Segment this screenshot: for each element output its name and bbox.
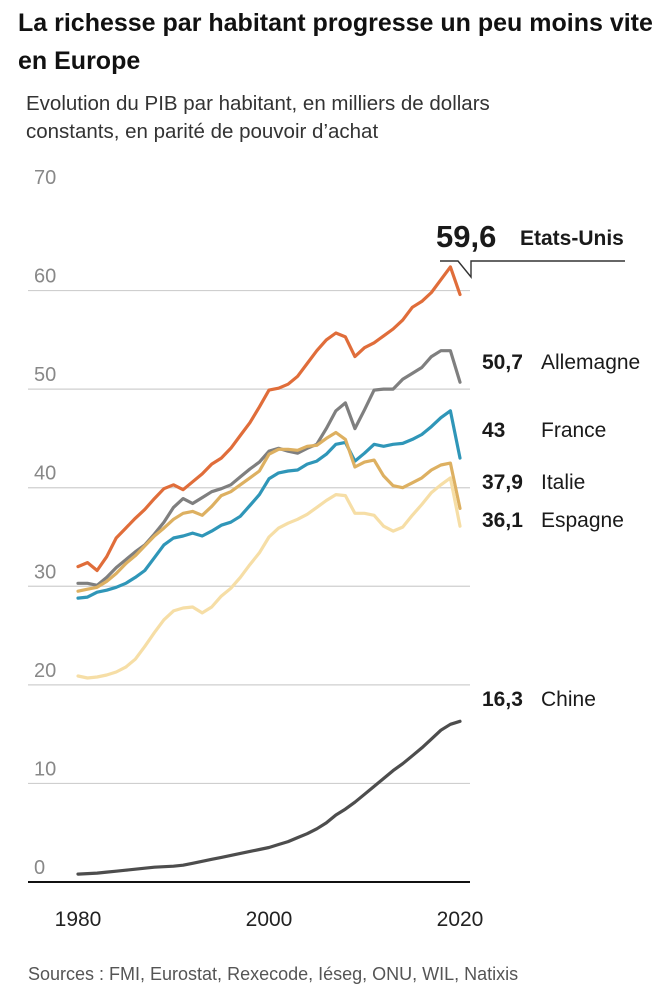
end-label-name: France bbox=[541, 419, 606, 442]
y-tick-label: 10 bbox=[34, 758, 56, 780]
end-label-value: 16,3 bbox=[482, 688, 523, 711]
y-tick-label: 50 bbox=[34, 364, 56, 386]
end-label-value: 59,6 bbox=[436, 219, 496, 254]
callout-pointer bbox=[440, 260, 625, 279]
y-tick-label: 20 bbox=[34, 660, 56, 682]
end-label-name: Espagne bbox=[541, 509, 624, 532]
end-label-value: 37,9 bbox=[482, 471, 523, 494]
series-line-france bbox=[76, 409, 462, 600]
end-label-value: 36,1 bbox=[482, 509, 523, 532]
end-label-value: 43 bbox=[482, 419, 505, 442]
y-tick-label: 60 bbox=[34, 266, 56, 288]
series-line-etats-unis bbox=[76, 265, 462, 573]
end-label-name: Allemagne bbox=[541, 351, 640, 374]
series-line-allemagne bbox=[76, 349, 462, 587]
end-label-name: Italie bbox=[541, 471, 585, 494]
series-line-espagne bbox=[76, 476, 462, 680]
series-line-chine bbox=[76, 719, 462, 876]
x-tick-label: 2020 bbox=[437, 908, 484, 931]
series-line-italie bbox=[76, 430, 462, 593]
end-label-name: Etats-Unis bbox=[520, 227, 624, 250]
end-label-name: Chine bbox=[541, 688, 596, 711]
end-label-value: 50,7 bbox=[482, 351, 523, 374]
y-tick-label: 0 bbox=[34, 857, 45, 879]
x-tick-label: 1980 bbox=[55, 908, 102, 931]
y-tick-label: 40 bbox=[34, 463, 56, 485]
y-tick-label: 70 bbox=[34, 167, 56, 189]
y-tick-label: 30 bbox=[34, 561, 56, 583]
x-tick-label: 2000 bbox=[246, 908, 293, 931]
source-note: Sources : FMI, Eurostat, Rexecode, Iéseg… bbox=[28, 964, 519, 984]
chart-title: La richesse par habitant progresse un pe… bbox=[18, 9, 653, 75]
chart-subtitle: Evolution du PIB par habitant, en millie… bbox=[26, 92, 490, 143]
